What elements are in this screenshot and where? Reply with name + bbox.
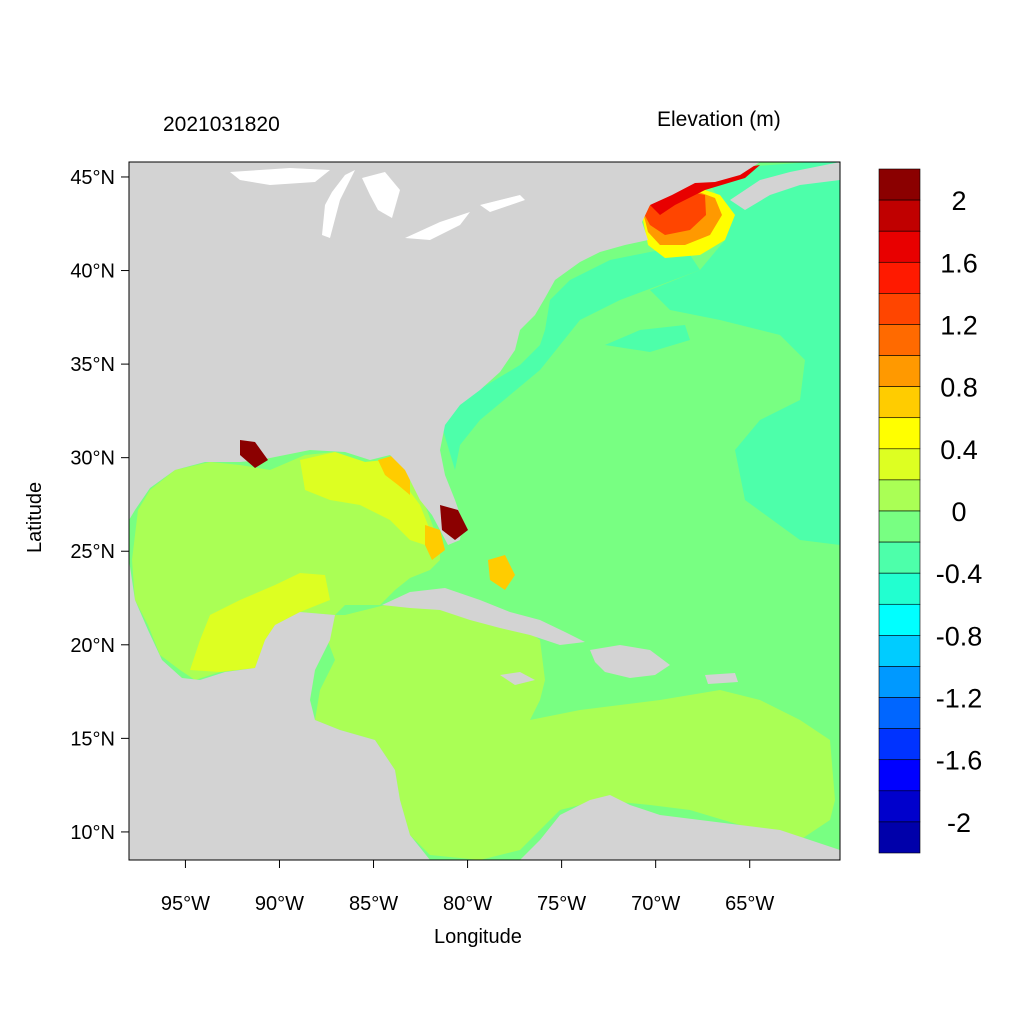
ocean-low-zone-2: [440, 250, 700, 470]
colorbar-swatch: [878, 603, 921, 636]
gulf-high-zone: [300, 452, 430, 545]
colorbar-label: -1.6: [936, 746, 983, 776]
gulf-of-maine-darkred: [650, 165, 760, 215]
caribbean-sea: [315, 600, 835, 860]
y-tick-label: 40°N: [70, 261, 115, 283]
colorbar-swatch: [878, 479, 921, 512]
x-tick-label: 65°W: [725, 893, 774, 915]
colorbar-swatch: [878, 697, 921, 729]
x-tick-label: 95°W: [161, 893, 210, 915]
gulf-high-zone-2: [190, 573, 330, 672]
y-tick-label: 25°N: [70, 541, 115, 563]
colorbar-label: 0: [951, 497, 966, 527]
colorbar-swatch: [878, 510, 921, 543]
colorbar-swatch: [878, 635, 921, 667]
lake-erie: [405, 212, 470, 240]
land-hispaniola: [590, 645, 670, 678]
colorbar-swatch: [878, 293, 921, 325]
colorbar-swatch: [878, 168, 921, 201]
lake-michigan: [322, 170, 355, 238]
y-tick-label: 10°N: [70, 822, 115, 844]
colorbar-swatch: [878, 417, 921, 450]
colorbar-swatch: [878, 759, 921, 792]
colorbar-swatch: [878, 790, 921, 823]
plot-frame: [128, 161, 841, 861]
y-tick-label: 15°N: [70, 728, 115, 750]
colorbar-label: -1.2: [936, 684, 983, 714]
colorbar-label: 2: [951, 186, 966, 216]
y-tick-label: 30°N: [70, 448, 115, 470]
x-tick-label: 90°W: [255, 893, 304, 915]
colorbar-swatch: [878, 572, 921, 605]
colorbar-swatch: [878, 261, 921, 294]
bahamas-high: [488, 555, 515, 590]
y-tick-label: 35°N: [70, 354, 115, 376]
date-title: 2021031820: [163, 113, 280, 136]
south-florida-surge: [425, 525, 445, 560]
colorbar-label: 0.4: [940, 435, 978, 465]
louisiana-surge: [240, 440, 268, 468]
colorbar-label: -2: [947, 808, 971, 838]
colorbar-swatch: [878, 541, 921, 574]
lake-superior: [230, 168, 330, 185]
colorbar-swatch: [878, 355, 921, 387]
land-mexico: [129, 560, 430, 860]
x-tick-label: 85°W: [349, 893, 398, 915]
colorbar-swatch: [878, 386, 921, 419]
gulf-of-maine-red: [642, 190, 706, 235]
ocean-low-zone-3: [605, 325, 690, 352]
colorbar-label: -0.4: [936, 559, 983, 589]
colorbar-swatch: [878, 728, 921, 761]
lake-huron: [362, 172, 400, 218]
land-jamaica: [500, 672, 535, 685]
y-tick-label: 45°N: [70, 167, 115, 189]
lake-ontario: [480, 195, 525, 212]
y-axis-ticks: 45°N 40°N 35°N 30°N 25°N 20°N 15°N 10°N: [70, 167, 129, 844]
colorbar: 2 1.6 1.2 0.8 0.4 0 -0.4 -0.8 -1.2 -1.6 -2: [878, 168, 983, 854]
colorbar-label: -0.8: [936, 621, 983, 651]
land-maritimes: [730, 162, 840, 210]
x-tick-label: 70°W: [631, 893, 680, 915]
y-tick-label: 20°N: [70, 635, 115, 657]
florida-surge: [440, 505, 468, 540]
colorbar-swatch: [878, 324, 921, 356]
colorbar-swatch: [878, 448, 921, 481]
colorbar-swatch: [878, 821, 921, 854]
x-tick-label: 75°W: [537, 893, 586, 915]
land-cuba: [382, 588, 585, 645]
x-tick-label: 80°W: [443, 893, 492, 915]
colorbar-swatch: [878, 199, 921, 232]
variable-title: Elevation (m): [657, 108, 781, 131]
land-south-america: [520, 795, 840, 860]
ocean-low-zone: [650, 162, 840, 545]
colorbar-label: 1.2: [940, 310, 978, 340]
colorbar-label: 0.8: [940, 373, 978, 403]
land-puerto-rico: [705, 673, 738, 684]
colorbar-swatch: [878, 230, 921, 263]
colorbar-label: 1.6: [940, 248, 978, 278]
x-axis-label: Longitude: [434, 926, 522, 948]
colorbar-swatch: [878, 666, 921, 698]
land-north-america: [129, 162, 760, 545]
x-axis-ticks: 95°W 90°W 85°W 80°W 75°W 70°W 65°W: [161, 860, 774, 915]
